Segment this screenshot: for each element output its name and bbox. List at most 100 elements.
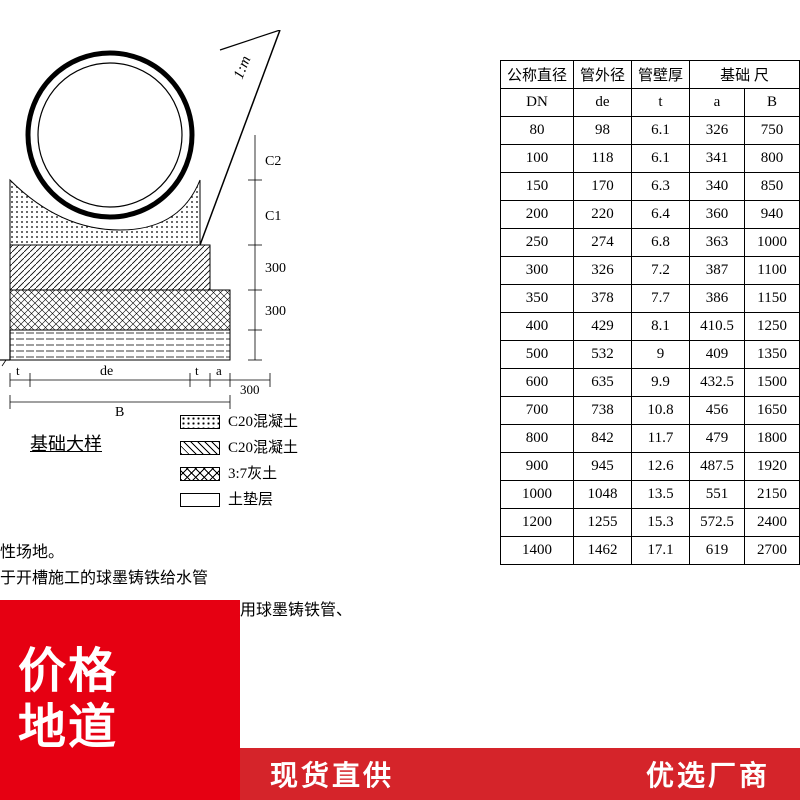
col-subheader: B [745, 89, 800, 117]
table-row: 80084211.74791800 [500, 425, 799, 453]
table-cell: 386 [690, 285, 745, 313]
table-header-row: 公称直径 管外径 管壁厚 基础 尺 [500, 61, 799, 89]
table-cell: 200 [500, 201, 573, 229]
table-row: 1000104813.55512150 [500, 481, 799, 509]
table-row: 3003267.23871100 [500, 257, 799, 285]
table-row: 1001186.1341800 [500, 145, 799, 173]
svg-text:t: t [195, 363, 199, 378]
table-cell: 220 [573, 201, 631, 229]
table-row: 90094512.6487.51920 [500, 453, 799, 481]
table-cell: 1048 [573, 481, 631, 509]
table-row: 1200125515.3572.52400 [500, 509, 799, 537]
table-cell: 363 [690, 229, 745, 257]
table-cell: 341 [690, 145, 745, 173]
table-cell: 635 [573, 369, 631, 397]
note-line: 用球墨铸铁管、 [240, 598, 352, 624]
table-cell: 378 [573, 285, 631, 313]
col-header: 管壁厚 [631, 61, 689, 89]
table-cell: 6.8 [631, 229, 689, 257]
diagram-caption: 基础大样 [30, 430, 102, 456]
table-cell: 7.2 [631, 257, 689, 285]
legend-swatch [180, 415, 220, 429]
table-cell: 1462 [573, 537, 631, 565]
table-cell: 700 [500, 397, 573, 425]
table-cell: 479 [690, 425, 745, 453]
legend-row: 土垫层 [180, 488, 298, 512]
table-cell: 250 [500, 229, 573, 257]
table-cell: 572.5 [690, 509, 745, 537]
table-cell: 7.7 [631, 285, 689, 313]
table-cell: 9.9 [631, 369, 689, 397]
table-cell: 850 [745, 173, 800, 201]
col-subheader: t [631, 89, 689, 117]
promo-line: 价格 [18, 644, 240, 700]
table-row: 4004298.1410.51250 [500, 313, 799, 341]
table-cell: 487.5 [690, 453, 745, 481]
col-header-group: 基础 尺 [690, 61, 800, 89]
table-cell: 432.5 [690, 369, 745, 397]
svg-text:1:m: 1:m [231, 54, 255, 82]
table-cell: 750 [745, 117, 800, 145]
table-cell: 6.4 [631, 201, 689, 229]
table-cell: 6.1 [631, 117, 689, 145]
legend-swatch [180, 467, 220, 481]
col-subheader: de [573, 89, 631, 117]
table-cell: 170 [573, 173, 631, 201]
table-row: 2002206.4360940 [500, 201, 799, 229]
table-cell: 1650 [745, 397, 800, 425]
table-cell: 532 [573, 341, 631, 369]
table-cell: 2400 [745, 509, 800, 537]
banner-left-text: 现货直供 [270, 754, 394, 794]
table-cell: 9 [631, 341, 689, 369]
table-row: 1400146217.16192700 [500, 537, 799, 565]
table-cell: 118 [573, 145, 631, 173]
table-cell: 17.1 [631, 537, 689, 565]
svg-text:300: 300 [240, 382, 260, 397]
table-cell: 800 [500, 425, 573, 453]
table-cell: 2150 [745, 481, 800, 509]
table-cell: 12.6 [631, 453, 689, 481]
table-cell: 900 [500, 453, 573, 481]
table-cell: 13.5 [631, 481, 689, 509]
col-header: 管外径 [573, 61, 631, 89]
table-cell: 2700 [745, 537, 800, 565]
diagram-legend: C20混凝土 C20混凝土 3:7灰土 土垫层 [180, 410, 298, 514]
table-cell: 15.3 [631, 509, 689, 537]
table-cell: 551 [690, 481, 745, 509]
table-cell: 842 [573, 425, 631, 453]
legend-row: C20混凝土 [180, 410, 298, 434]
table-cell: 800 [745, 145, 800, 173]
table-cell: 150 [500, 173, 573, 201]
table-subheader-row: DN de t a B [500, 89, 799, 117]
legend-label: 3:7灰土 [228, 462, 277, 486]
col-subheader: DN [500, 89, 573, 117]
col-subheader: a [690, 89, 745, 117]
table-row: 6006359.9432.51500 [500, 369, 799, 397]
table-cell: 1350 [745, 341, 800, 369]
legend-label: C20混凝土 [228, 436, 298, 460]
table-cell: 1800 [745, 425, 800, 453]
table-cell: 387 [690, 257, 745, 285]
table-cell: 8.1 [631, 313, 689, 341]
table-cell: 1150 [745, 285, 800, 313]
table-cell: 11.7 [631, 425, 689, 453]
table-cell: 98 [573, 117, 631, 145]
table-row: 3503787.73861150 [500, 285, 799, 313]
diagram-svg: 1:m C2 C1 300 300 [0, 30, 400, 450]
table-cell: 738 [573, 397, 631, 425]
legend-row: 3:7灰土 [180, 462, 298, 486]
table-cell: 326 [573, 257, 631, 285]
table-cell: 400 [500, 313, 573, 341]
table-row: 70073810.84561650 [500, 397, 799, 425]
table-cell: 80 [500, 117, 573, 145]
table-cell: 600 [500, 369, 573, 397]
legend-swatch [180, 441, 220, 455]
table-cell: 1255 [573, 509, 631, 537]
table-cell: 500 [500, 341, 573, 369]
table-cell: 300 [500, 257, 573, 285]
svg-text:C2: C2 [265, 154, 281, 169]
table-cell: 350 [500, 285, 573, 313]
bottom-banner: 现货直供 优选厂商 [240, 748, 800, 800]
table-cell: 274 [573, 229, 631, 257]
table-cell: 1200 [500, 509, 573, 537]
